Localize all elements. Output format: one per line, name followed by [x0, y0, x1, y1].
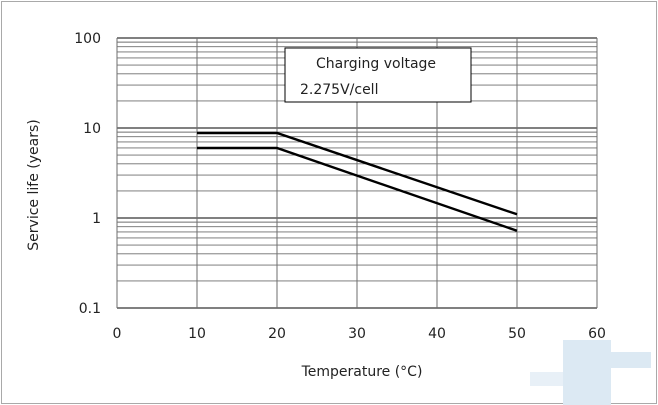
y-tick-label: 0.1 — [79, 301, 101, 317]
annotation-line-1: Charging voltage — [316, 56, 436, 72]
annotation: Charging voltage 2.275V/cell — [284, 47, 472, 103]
series-line-2 — [197, 146, 518, 232]
x-tick-label: 20 — [268, 326, 286, 342]
x-tick-label: 30 — [348, 326, 366, 342]
y-axis-ticks: 0.1 1 10 100 — [74, 31, 101, 317]
annotation-box — [284, 47, 472, 103]
x-tick-label: 0 — [113, 326, 122, 342]
series-layer — [197, 131, 518, 232]
x-tick-label: 40 — [428, 326, 446, 342]
series-line-1 — [197, 131, 518, 216]
annotation-line-2: 2.275V/cell — [300, 82, 378, 98]
x-tick-label: 60 — [588, 326, 606, 342]
y-axis-title: Service life (years) — [26, 119, 42, 250]
y-tick-label: 10 — [83, 121, 101, 137]
watermark-logo — [530, 340, 651, 405]
x-axis-title: Temperature (°C) — [301, 364, 423, 380]
x-tick-label: 10 — [188, 326, 206, 342]
y-tick-label: 100 — [74, 31, 101, 47]
x-tick-label: 50 — [508, 326, 526, 342]
x-axis-ticks: 0 10 20 30 40 50 60 — [113, 326, 606, 342]
y-tick-label: 1 — [92, 211, 101, 227]
